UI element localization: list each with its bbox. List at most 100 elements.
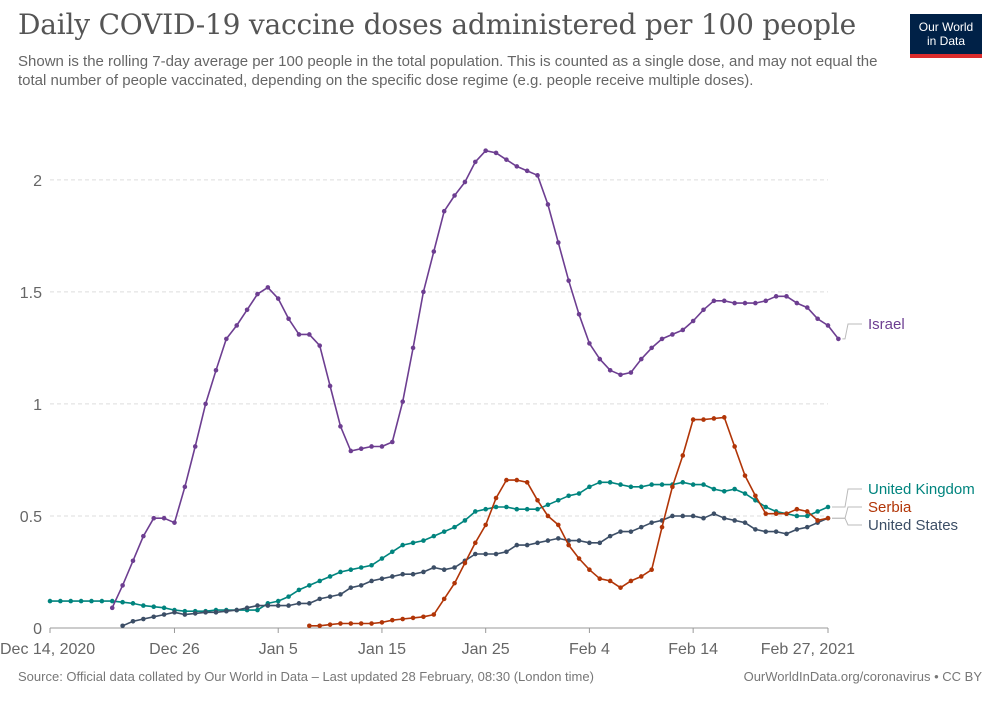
data-point[interactable] bbox=[379, 556, 385, 561]
data-point[interactable] bbox=[275, 603, 281, 608]
data-point[interactable] bbox=[317, 596, 323, 602]
data-point[interactable] bbox=[753, 493, 758, 499]
data-point[interactable] bbox=[815, 518, 820, 523]
data-point[interactable] bbox=[369, 562, 374, 568]
data-point[interactable] bbox=[794, 527, 800, 532]
data-point[interactable] bbox=[338, 621, 343, 626]
data-point[interactable] bbox=[690, 482, 696, 487]
data-point[interactable] bbox=[431, 565, 437, 570]
data-point[interactable] bbox=[275, 296, 281, 301]
data-point[interactable] bbox=[421, 289, 426, 295]
data-point[interactable] bbox=[607, 367, 613, 373]
data-point[interactable] bbox=[483, 506, 488, 512]
data-point[interactable] bbox=[815, 509, 820, 514]
data-point[interactable] bbox=[742, 520, 748, 525]
data-point[interactable] bbox=[504, 549, 509, 555]
data-point[interactable] bbox=[390, 549, 395, 555]
data-point[interactable] bbox=[587, 484, 592, 490]
data-point[interactable] bbox=[317, 578, 323, 584]
data-point[interactable] bbox=[161, 612, 167, 617]
data-point[interactable] bbox=[514, 164, 520, 169]
data-point[interactable] bbox=[452, 193, 457, 198]
data-point[interactable] bbox=[452, 524, 457, 530]
data-point[interactable] bbox=[804, 305, 810, 310]
data-point[interactable] bbox=[182, 608, 188, 614]
data-point[interactable] bbox=[109, 598, 115, 604]
data-point[interactable] bbox=[161, 515, 167, 521]
data-point[interactable] bbox=[47, 598, 53, 604]
data-point[interactable] bbox=[721, 489, 727, 494]
data-point[interactable] bbox=[493, 551, 499, 557]
data-point[interactable] bbox=[78, 598, 84, 604]
data-point[interactable] bbox=[836, 336, 841, 342]
data-point[interactable] bbox=[431, 249, 437, 254]
data-point[interactable] bbox=[690, 318, 696, 324]
data-point[interactable] bbox=[192, 611, 198, 616]
data-point[interactable] bbox=[628, 578, 634, 584]
data-point[interactable] bbox=[514, 506, 520, 512]
data-point[interactable] bbox=[773, 511, 779, 517]
data-point[interactable] bbox=[441, 596, 447, 602]
data-point[interactable] bbox=[794, 300, 800, 306]
data-point[interactable] bbox=[732, 300, 737, 306]
data-point[interactable] bbox=[431, 533, 437, 539]
data-point[interactable] bbox=[545, 538, 551, 543]
data-point[interactable] bbox=[701, 417, 706, 422]
data-point[interactable] bbox=[773, 529, 779, 534]
data-point[interactable] bbox=[555, 522, 561, 528]
data-point[interactable] bbox=[452, 580, 457, 586]
data-point[interactable] bbox=[182, 484, 188, 490]
data-point[interactable] bbox=[504, 477, 509, 483]
data-point[interactable] bbox=[545, 202, 551, 207]
data-point[interactable] bbox=[130, 618, 136, 624]
data-point[interactable] bbox=[732, 486, 737, 492]
data-point[interactable] bbox=[172, 610, 177, 615]
data-point[interactable] bbox=[493, 150, 499, 156]
data-point[interactable] bbox=[317, 343, 323, 348]
data-point[interactable] bbox=[825, 323, 831, 328]
data-point[interactable] bbox=[618, 482, 623, 487]
data-point[interactable] bbox=[213, 610, 219, 615]
data-point[interactable] bbox=[369, 621, 374, 626]
data-point[interactable] bbox=[721, 415, 727, 420]
data-point[interactable] bbox=[441, 529, 447, 534]
data-point[interactable] bbox=[286, 316, 291, 322]
data-point[interactable] bbox=[587, 567, 592, 573]
data-point[interactable] bbox=[483, 551, 488, 557]
data-point[interactable] bbox=[680, 453, 686, 458]
data-point[interactable] bbox=[400, 616, 405, 622]
data-point[interactable] bbox=[265, 285, 271, 290]
data-point[interactable] bbox=[120, 623, 125, 629]
data-point[interactable] bbox=[524, 506, 530, 512]
data-point[interactable] bbox=[68, 598, 74, 604]
data-point[interactable] bbox=[628, 370, 634, 375]
data-point[interactable] bbox=[410, 571, 416, 577]
data-point[interactable] bbox=[576, 311, 582, 317]
data-point[interactable] bbox=[763, 511, 769, 517]
data-point[interactable] bbox=[151, 515, 157, 521]
data-point[interactable] bbox=[690, 513, 696, 519]
data-point[interactable] bbox=[618, 372, 623, 378]
data-point[interactable] bbox=[773, 294, 779, 299]
data-point[interactable] bbox=[99, 598, 105, 604]
data-point[interactable] bbox=[597, 576, 603, 581]
data-point[interactable] bbox=[597, 356, 603, 362]
data-point[interactable] bbox=[794, 506, 800, 512]
data-point[interactable] bbox=[711, 511, 717, 517]
data-point[interactable] bbox=[390, 439, 395, 445]
data-point[interactable] bbox=[390, 617, 395, 623]
data-point[interactable] bbox=[130, 601, 136, 606]
data-point[interactable] bbox=[638, 356, 644, 362]
data-point[interactable] bbox=[483, 148, 488, 153]
data-point[interactable] bbox=[721, 515, 727, 521]
data-point[interactable] bbox=[493, 504, 499, 510]
series-line[interactable] bbox=[309, 416, 829, 627]
data-point[interactable] bbox=[763, 529, 769, 534]
data-point[interactable] bbox=[576, 556, 582, 561]
data-point[interactable] bbox=[348, 448, 354, 454]
data-point[interactable] bbox=[784, 511, 789, 517]
data-point[interactable] bbox=[566, 493, 571, 499]
data-point[interactable] bbox=[275, 598, 281, 604]
data-point[interactable] bbox=[649, 567, 654, 573]
data-point[interactable] bbox=[410, 615, 416, 621]
